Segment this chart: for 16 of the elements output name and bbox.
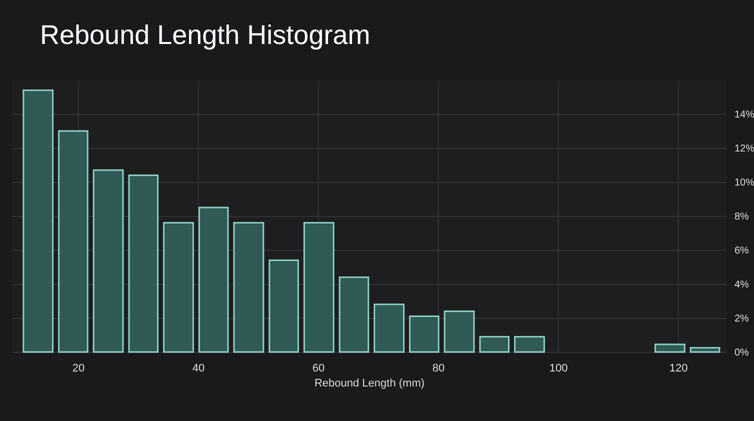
x-axis-title: Rebound Length (mm)	[314, 378, 425, 390]
x-tick-label: 20	[72, 362, 85, 374]
y-tick-label: 8%	[734, 212, 750, 222]
x-tick-label: 120	[669, 362, 688, 374]
chart-title: Rebound Length Histogram	[40, 20, 370, 50]
y-tick-label: 4%	[734, 280, 750, 290]
y-tick-label: 0%	[734, 348, 750, 358]
y-tick-label: 14%	[734, 110, 754, 120]
x-tick-label: 60	[312, 362, 325, 374]
y-tick-label: 2%	[734, 314, 750, 324]
y-tick-label: 12%	[734, 144, 754, 154]
y-tick-label: 10%	[734, 178, 754, 188]
y-tick-label: 6%	[734, 246, 750, 256]
x-tick-label: 80	[432, 362, 445, 374]
x-tick-label: 40	[192, 362, 205, 374]
x-tick-label: 100	[549, 362, 568, 374]
